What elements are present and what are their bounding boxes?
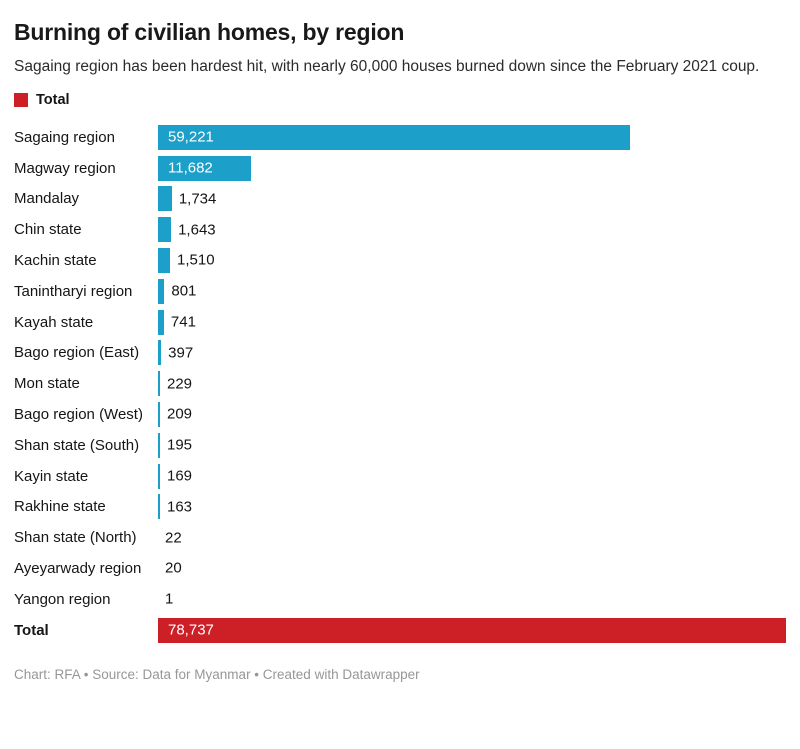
value-label: 1,510	[177, 251, 215, 269]
value-label: 169	[167, 467, 193, 485]
chart-subtitle: Sagaing region has been hardest hit, wit…	[14, 58, 760, 76]
value-bar	[158, 278, 165, 304]
value-label: 229	[167, 375, 193, 393]
chart-row: Magway region 11,682	[14, 153, 786, 184]
bar-track: 1,510	[158, 247, 786, 273]
legend-swatch-icon	[14, 92, 28, 107]
row-label: Shan state (South)	[14, 436, 140, 454]
chart-row: Tanintharyi region 801	[14, 276, 786, 307]
row-label: Shan state (North)	[14, 529, 137, 547]
chart-row: Shan state (North) 22	[14, 522, 786, 553]
row-label: Total	[14, 621, 49, 639]
row-label: Magway region	[14, 159, 116, 177]
bar-track: 397	[158, 340, 786, 366]
chart-row: Mon state 229	[14, 368, 786, 399]
row-label: Chin state	[14, 221, 82, 239]
row-label: Kachin state	[14, 251, 97, 269]
chart-row: Total 78,737	[14, 615, 786, 646]
chart-row: Kayin state 169	[14, 461, 786, 492]
row-label: Bago region (West)	[14, 405, 143, 423]
bar-track: 59,221	[158, 124, 786, 150]
row-label: Rakhine state	[14, 498, 106, 516]
value-bar	[158, 309, 164, 335]
row-label: Mandalay	[14, 190, 80, 208]
bar-track: 229	[158, 371, 786, 397]
value-bar	[158, 186, 172, 212]
bar-track: 1,643	[158, 217, 786, 243]
chart-row: Rakhine state 163	[14, 491, 786, 522]
value-bar	[158, 340, 162, 366]
chart-row: Bago region (East) 397	[14, 337, 786, 368]
chart-row: Ayeyarwady region 20	[14, 553, 786, 584]
value-label: 11,682	[168, 159, 213, 177]
chart-row: Mandalay 1,734	[14, 184, 786, 215]
value-bar	[158, 463, 160, 489]
value-label: 1,643	[178, 221, 216, 239]
bar-chart: Sagaing region 59,221 Magway region 11,682 M…	[14, 122, 786, 646]
row-label: Bago region (East)	[14, 344, 140, 362]
chart-row: Kayah state 741	[14, 307, 786, 338]
chart-attribution: Chart: RFA • Source: Data for Myanmar • …	[14, 667, 420, 683]
value-label: 163	[167, 498, 193, 516]
chart-row: Shan state (South) 195	[14, 430, 786, 461]
bar-track: 11,682	[158, 155, 786, 181]
bar-track: 22	[158, 525, 786, 550]
value-bar	[158, 217, 172, 243]
value-bar	[158, 371, 160, 397]
bar-track: 741	[158, 309, 786, 335]
row-label: Kayin state	[14, 467, 89, 485]
value-label: 801	[171, 282, 197, 300]
value-bar	[158, 494, 160, 520]
row-label: Mon state	[14, 375, 80, 393]
bar-track: 1	[158, 587, 786, 612]
value-label: 59,221	[168, 128, 214, 146]
bar-track: 209	[158, 401, 786, 427]
row-label: Yangon region	[14, 590, 111, 608]
row-label: Kayah state	[14, 313, 94, 331]
total-bar	[158, 617, 786, 643]
row-label: Tanintharyi region	[14, 282, 133, 300]
chart-row: Yangon region 1	[14, 584, 786, 615]
chart-row: Bago region (West) 209	[14, 399, 786, 430]
value-label: 1,734	[178, 190, 217, 208]
value-label: 22	[165, 529, 182, 547]
row-label: Ayeyarwady region	[14, 559, 142, 577]
chart-row: Chin state 1,643	[14, 214, 786, 245]
bar-track: 163	[158, 494, 786, 520]
value-label: 209	[167, 405, 193, 423]
row-label: Sagaing region	[14, 128, 115, 146]
value-label: 741	[170, 313, 196, 331]
value-label: 195	[167, 436, 193, 454]
legend: Total	[14, 92, 786, 108]
bar-track: 78,737	[158, 617, 786, 643]
page-title: Burning of civilian homes, by region	[14, 19, 405, 45]
value-bar	[158, 247, 171, 273]
bar-track: 1,734	[158, 186, 786, 212]
value-bar	[158, 124, 631, 150]
chart-row: Kachin state 1,510	[14, 245, 786, 276]
value-label: 20	[165, 559, 182, 577]
bar-track: 801	[158, 278, 786, 304]
value-label: 1	[165, 590, 174, 608]
value-label: 78,737	[168, 621, 214, 639]
bar-track: 195	[158, 432, 786, 458]
bar-track: 169	[158, 463, 786, 489]
value-bar	[158, 432, 160, 458]
bar-track: 20	[158, 556, 786, 581]
value-bar	[158, 401, 160, 427]
chart-row: Sagaing region 59,221	[14, 122, 786, 153]
legend-label: Total	[36, 91, 70, 108]
value-label: 397	[168, 344, 194, 362]
value-bar	[158, 155, 252, 181]
